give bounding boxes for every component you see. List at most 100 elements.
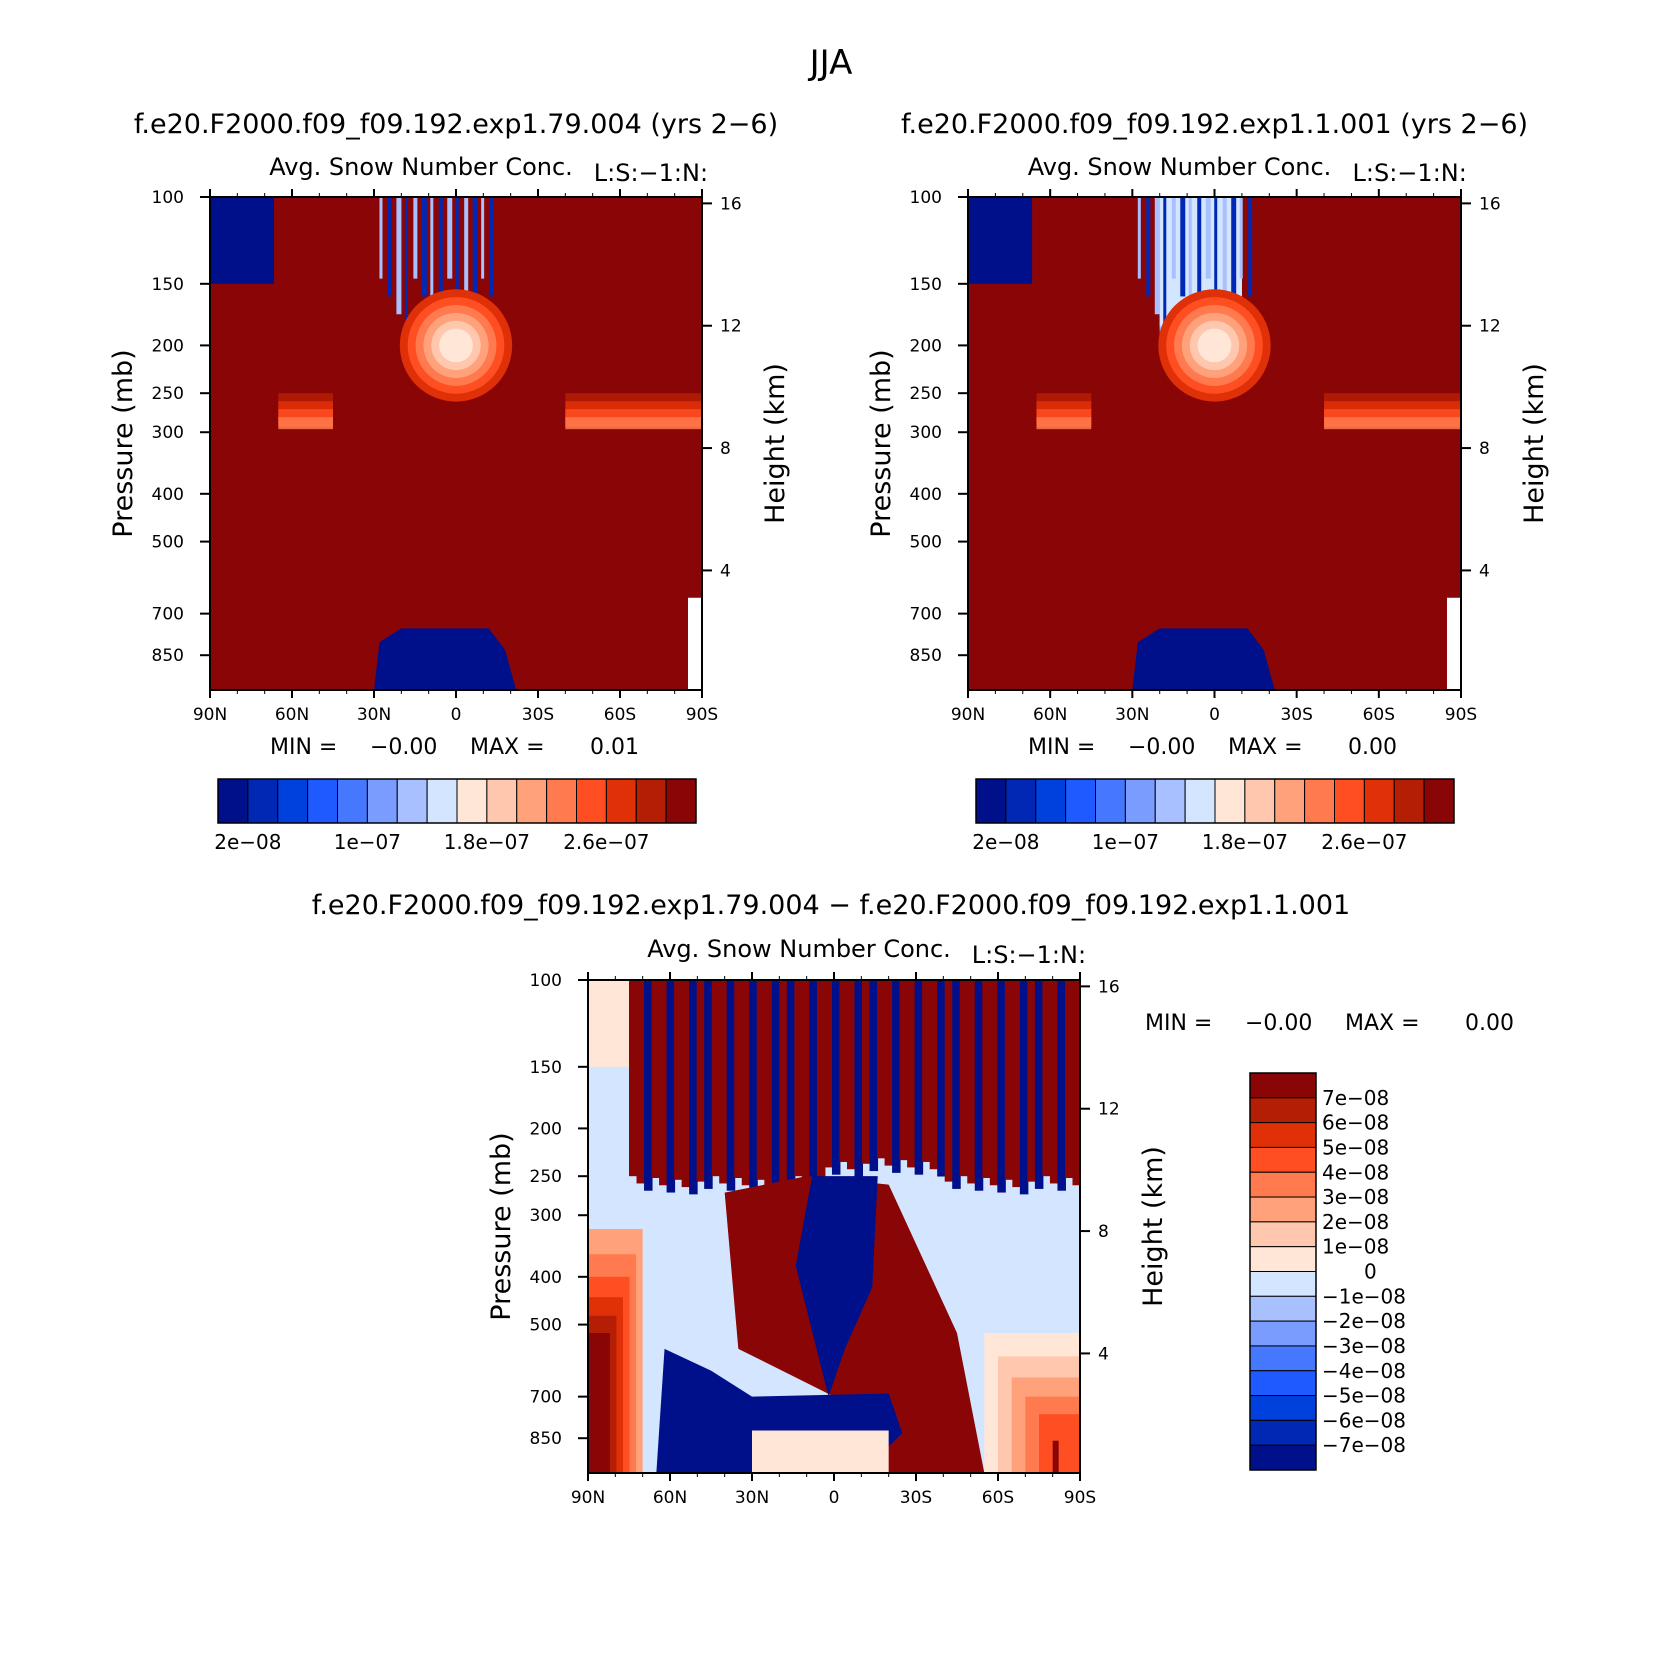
field-region [588, 980, 629, 1067]
x-tick-label: 30S [522, 705, 554, 725]
field-region [666, 980, 676, 1193]
field-region [752, 1430, 889, 1473]
field-region [1034, 980, 1044, 1189]
field-region [565, 417, 702, 430]
y-tick-label: 850 [152, 646, 184, 666]
y-tick-label: 400 [152, 485, 184, 505]
colorbar: 2e−08 1e−07 1.8e−07 2.6e−07 [214, 778, 697, 854]
colorbar-frame [975, 778, 1455, 824]
field-region [892, 980, 901, 1173]
y-tick-label: 500 [152, 533, 184, 553]
field-region [651, 980, 661, 1179]
field-region [704, 980, 713, 1189]
colorbar-tick-label: 1.8e−07 [444, 830, 530, 854]
y-tick-label: 150 [152, 275, 184, 295]
field-region [447, 197, 453, 279]
colorbar-swatch [1334, 778, 1365, 824]
colorbar-swatch [516, 778, 548, 824]
colorbar-tick-label: 6e−08 [1322, 1111, 1389, 1135]
field-region [1197, 328, 1232, 363]
field-region [421, 197, 427, 297]
field-region [1012, 980, 1021, 1188]
max-value: 0.01 [590, 735, 639, 760]
y-tick-label: 700 [152, 605, 184, 625]
field-region [711, 980, 721, 1177]
colorbar-tick-label: 2e−08 [972, 830, 1039, 854]
field-region [1324, 417, 1461, 430]
variable-tag: L:S:−1:N: [1353, 159, 1467, 187]
colorbar-tick-label: −1e−08 [1322, 1284, 1406, 1308]
y-axis-label: Pressure (mb) [486, 1132, 517, 1320]
x-tick-label: 0 [829, 1488, 840, 1508]
field-region [952, 980, 961, 1189]
x-tick-label: 30N [735, 1488, 769, 1508]
y-tick-label: 500 [530, 1316, 562, 1336]
colorbar-swatch [217, 778, 249, 824]
min-value: −0.00 [1128, 735, 1195, 760]
field-region [794, 980, 803, 1177]
field-region [989, 980, 999, 1186]
colorbar-swatch [665, 778, 697, 824]
height-tick-label: 8 [1479, 439, 1490, 459]
height-tick-label: 4 [1479, 561, 1490, 581]
colorbar-swatch [1249, 1395, 1317, 1421]
max-label: MAX = [1228, 735, 1303, 760]
y-tick-label: 850 [530, 1429, 562, 1449]
heatmap-field [210, 197, 702, 690]
colorbar-swatch [1249, 1246, 1317, 1272]
field-region [387, 197, 392, 297]
colorbar-swatch [1065, 778, 1096, 824]
field-region [846, 980, 856, 1170]
field-region [464, 197, 469, 315]
colorbar-tick-label: 2.6e−07 [563, 830, 649, 854]
colorbar-swatch [1244, 778, 1276, 824]
colorbar-swatch [975, 778, 1007, 824]
colorbar-tick-label: 7e−08 [1322, 1086, 1389, 1110]
y-tick-label: 250 [910, 384, 942, 404]
y-axis-label: Pressure (mb) [866, 349, 897, 537]
colorbar-swatch [1423, 778, 1455, 824]
field-region [795, 1176, 878, 1397]
field-region [997, 980, 1006, 1193]
field-region [1205, 197, 1211, 279]
colorbar-frame [1249, 1072, 1317, 1471]
colorbar-tick-label: 5e−08 [1322, 1135, 1389, 1159]
height-tick-label: 8 [1098, 1222, 1109, 1242]
field-region [816, 980, 826, 1179]
max-value: 0.00 [1348, 735, 1397, 760]
field-region [854, 980, 864, 1177]
field-region [1057, 980, 1066, 1191]
colorbar-swatch [1184, 778, 1216, 824]
field-region [877, 980, 886, 1159]
colorbar-swatch [1249, 1196, 1317, 1223]
field-region [959, 980, 969, 1177]
field-region [839, 980, 848, 1162]
field-region [809, 980, 818, 1191]
field-region [438, 197, 443, 333]
field-region [430, 197, 434, 315]
panel-1: f.e20.F2000.f09_f09.192.exp1.79.004 (yrs… [108, 109, 791, 854]
height-tick-label: 16 [720, 194, 742, 214]
field-region [1004, 980, 1014, 1180]
y-tick-label: 300 [152, 423, 184, 443]
run-title: f.e20.F2000.f09_f09.192.exp1.1.001 (yrs … [901, 109, 1528, 140]
height-axis-label: Height (km) [1519, 363, 1550, 524]
colorbar-tick-label: −2e−08 [1322, 1309, 1406, 1333]
y-tick-label: 300 [530, 1206, 562, 1226]
colorbar-swatch [1005, 778, 1037, 824]
y-tick-label: 100 [530, 971, 562, 991]
height-axis-label: Height (km) [760, 363, 791, 524]
height-tick-label: 12 [720, 317, 742, 337]
field-region [1188, 197, 1192, 315]
colorbar-tick-label: 2e−08 [214, 830, 281, 854]
field-region [869, 980, 879, 1172]
x-tick-label: 60S [1363, 705, 1395, 725]
field-region [1163, 197, 1167, 333]
field-region [1052, 1440, 1059, 1473]
colorbar-tick-label: −4e−08 [1322, 1359, 1406, 1383]
field-region [1180, 197, 1186, 297]
field-region [771, 980, 781, 1195]
field-region [937, 980, 946, 1177]
colorbar-swatch [1249, 1072, 1317, 1099]
